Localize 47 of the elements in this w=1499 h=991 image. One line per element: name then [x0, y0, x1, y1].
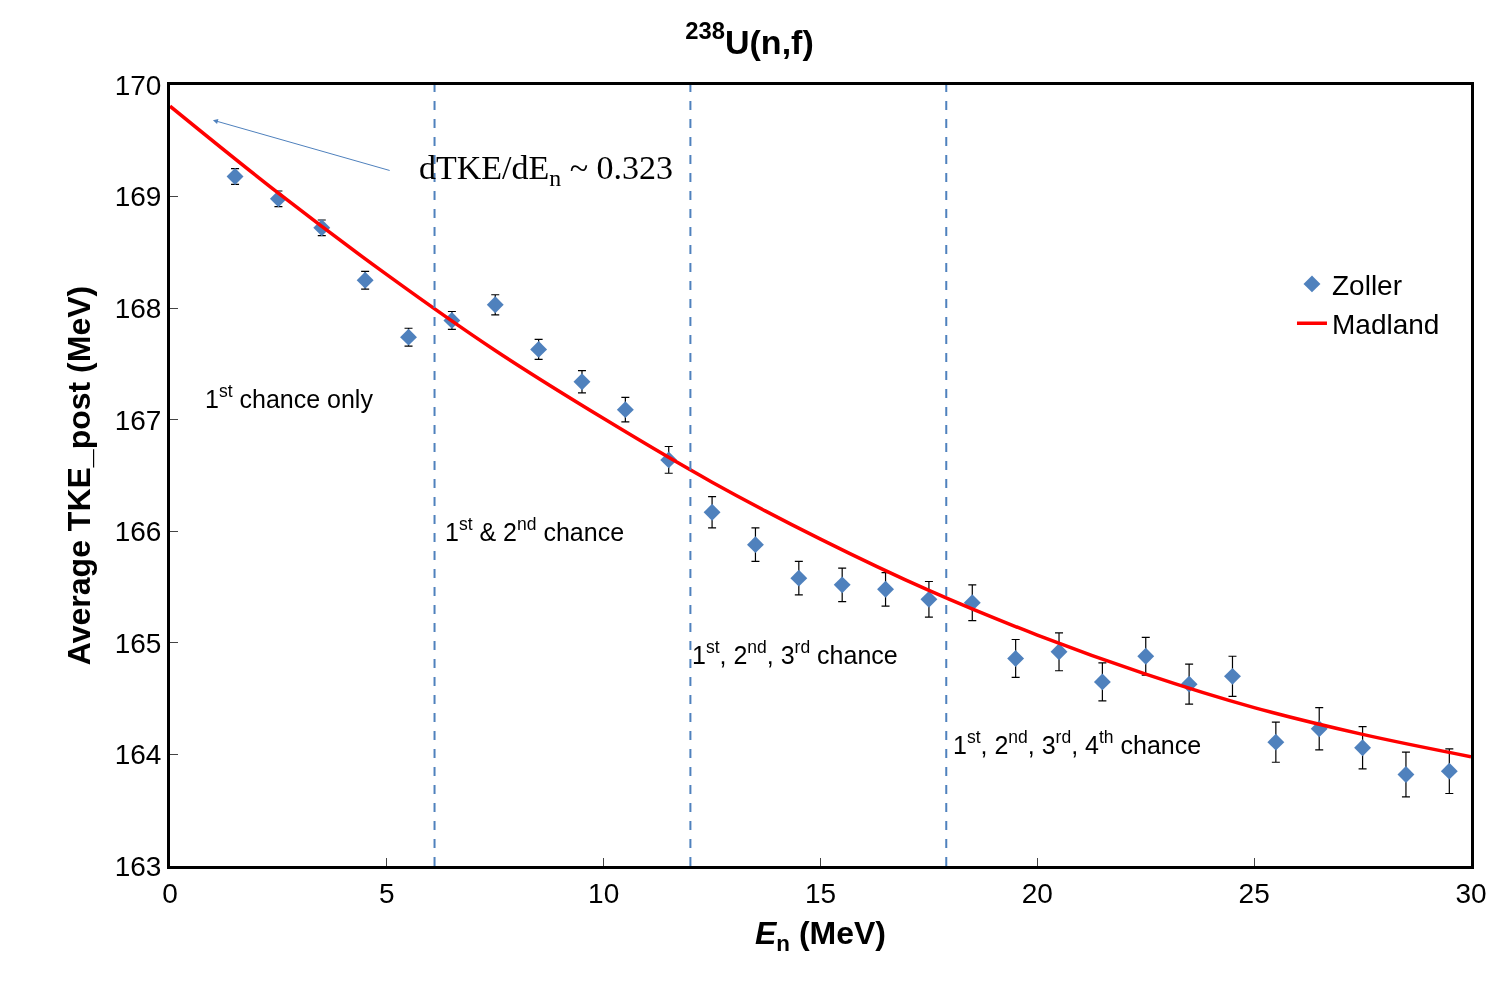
y-axis-title: Average TKE_post (MeV): [60, 285, 97, 666]
chart-title: $^{238}$U(n,f): [685, 17, 814, 61]
y-tick-label: 165: [114, 627, 162, 659]
text: 1$^{st}$, 2$^{nd}$, 3$^{rd}$, 4$^{th}$ chance: [953, 727, 1202, 759]
y-tick-label: 166: [114, 516, 162, 548]
point: [833, 576, 851, 594]
point: [1007, 650, 1025, 667]
x-tick-label: 20: [1021, 877, 1053, 909]
y-tick-label: 170: [114, 69, 162, 101]
point: [1224, 667, 1241, 685]
point: [877, 580, 894, 598]
point: [703, 503, 721, 521]
x-tick-label: 5: [379, 877, 395, 909]
point: [530, 340, 548, 358]
y-tick-label: 168: [114, 292, 162, 324]
point: [573, 373, 591, 391]
point: [1397, 766, 1415, 783]
x-tick-label: 10: [588, 877, 620, 909]
line-series: [170, 104, 1471, 759]
annotation: 1$^{st}$ & 2$^{nd}$ chance: [445, 514, 625, 546]
point: [1267, 733, 1285, 751]
point: [920, 590, 938, 608]
legend-label: Madland: [1331, 309, 1440, 341]
x-tick-label: 30: [1455, 877, 1487, 909]
point: [226, 168, 244, 185]
point: [1440, 762, 1458, 780]
point: [1050, 643, 1068, 661]
x-axis-title: E$_{n}$ (MeV): [754, 915, 887, 957]
point: [1093, 673, 1111, 691]
x-tick-label: 0: [162, 877, 178, 909]
point: [790, 569, 808, 587]
annotation: 1$^{st}$ chance only: [205, 381, 374, 413]
point: [356, 271, 374, 289]
legend-label: Zoller: [1331, 269, 1402, 301]
point: [1137, 647, 1155, 665]
x-tick-label: 25: [1238, 877, 1270, 909]
y-tick-label: 163: [114, 850, 162, 882]
annotation: 1$^{st}$, 2$^{nd}$, 3$^{rd}$ chance: [692, 637, 898, 669]
y-tick-label: 169: [114, 181, 162, 213]
point: [486, 296, 504, 314]
point: [1354, 739, 1372, 757]
y-tick-label: 164: [114, 739, 162, 771]
annotation: dTKE/dE$_{n}$ ~ 0.323: [419, 149, 674, 192]
y-tick-label: 167: [114, 404, 162, 436]
point: [616, 401, 634, 419]
point: [747, 536, 764, 554]
x-tick-label: 15: [804, 877, 837, 909]
